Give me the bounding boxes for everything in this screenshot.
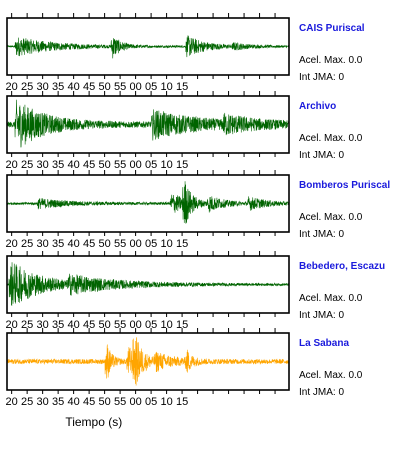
- x-tick-label: 20: [6, 396, 18, 408]
- panel-frame: [6, 17, 290, 76]
- x-tick-label: 15: [176, 81, 188, 93]
- panel-3: 20 25 30 35 40 45 50 55 00 05 10 15: [6, 251, 290, 331]
- x-tick-label: 50: [98, 396, 110, 408]
- panel-1: 20 25 30 35 40 45 50 55 00 05 10 15: [6, 91, 290, 171]
- waveform-trace: [6, 262, 290, 306]
- panel-frame: [6, 174, 290, 233]
- x-tick-label: 05: [145, 319, 157, 331]
- station-info: La Sabana Acel. Max. 0.0 Int JMA: 0: [299, 338, 409, 398]
- x-tick-label: 45: [83, 396, 95, 408]
- x-tick-label: 55: [114, 238, 126, 250]
- waveform-trace: [6, 35, 290, 59]
- x-tick-label: 20: [6, 81, 18, 93]
- x-tick-label: 55: [114, 396, 126, 408]
- x-tick-label: 35: [52, 319, 64, 331]
- waveform-trace: [6, 181, 290, 224]
- x-tick-label: 30: [37, 81, 49, 93]
- jma-intensity-label: Int JMA: 0: [299, 72, 345, 83]
- x-tick-label: 45: [83, 238, 95, 250]
- x-tick-label: 40: [68, 81, 80, 93]
- x-tick-label: 50: [98, 319, 110, 331]
- max-acceleration-label: Acel. Max. 0.0: [299, 133, 363, 144]
- waveform-trace: [6, 99, 290, 148]
- x-axis-title: Tiempo (s): [65, 415, 122, 429]
- x-tick-label: 10: [160, 238, 172, 250]
- x-tick-label: 10: [160, 81, 172, 93]
- station-name: Archivo: [299, 101, 337, 112]
- station-info: Bomberos Puriscal Acel. Max. 0.0 Int JMA: …: [299, 180, 409, 240]
- x-tick-label: 10: [160, 319, 172, 331]
- x-tick-label: 35: [52, 159, 64, 171]
- x-tick-label: 15: [176, 319, 188, 331]
- station-name: Bebedero, Escazu: [299, 261, 386, 272]
- x-tick-label: 40: [68, 159, 80, 171]
- x-tick-label: 35: [52, 396, 64, 408]
- station-name: CAIS Puriscal: [299, 23, 365, 34]
- x-tick-label: 55: [114, 81, 126, 93]
- x-tick-label: 25: [21, 81, 33, 93]
- x-tick-label: 25: [21, 159, 33, 171]
- panel-4: 20 25 30 35 40 45 50 55 00 05 10 15: [6, 328, 290, 408]
- x-tick-label: 20: [6, 238, 18, 250]
- station-info: CAIS Puriscal Acel. Max. 0.0 Int JMA: 0: [299, 23, 409, 83]
- x-tick-label: 55: [114, 319, 126, 331]
- x-tick-label: 40: [68, 319, 80, 331]
- x-tick-label: 30: [37, 319, 49, 331]
- x-tick-label: 15: [176, 396, 188, 408]
- x-tick-label: 50: [98, 81, 110, 93]
- max-acceleration-label: Acel. Max. 0.0: [299, 293, 363, 304]
- panel-frame: [6, 95, 290, 154]
- x-tick-label: 10: [160, 396, 172, 408]
- x-tick-label: 20: [6, 159, 18, 171]
- x-tick-label: 00: [129, 396, 141, 408]
- x-tick-label: 20: [6, 319, 18, 331]
- max-acceleration-label: Acel. Max. 0.0: [299, 55, 363, 66]
- panel-frame: [6, 332, 290, 391]
- x-tick-label: 50: [98, 159, 110, 171]
- max-acceleration-label: Acel. Max. 0.0: [299, 212, 363, 223]
- x-tick-label: 25: [21, 238, 33, 250]
- x-tick-label: 15: [176, 159, 188, 171]
- x-tick-label: 10: [160, 159, 172, 171]
- waveform-trace: [6, 337, 290, 386]
- jma-intensity-label: Int JMA: 0: [299, 310, 345, 321]
- station-name: La Sabana: [299, 338, 350, 349]
- station-info: Bebedero, Escazu Acel. Max. 0.0 Int JMA: 0: [299, 261, 409, 321]
- x-tick-label: 00: [129, 319, 141, 331]
- station-info: Archivo Acel. Max. 0.0 Int JMA: 0: [299, 101, 409, 161]
- x-tick-label: 45: [83, 159, 95, 171]
- x-tick-label: 35: [52, 81, 64, 93]
- panel-frame: [6, 255, 290, 314]
- x-tick-label: 40: [68, 238, 80, 250]
- x-tick-label: 05: [145, 396, 157, 408]
- x-tick-label: 05: [145, 238, 157, 250]
- x-tick-label: 50: [98, 238, 110, 250]
- x-tick-label: 05: [145, 81, 157, 93]
- x-tick-label: 25: [21, 319, 33, 331]
- x-tick-label: 00: [129, 159, 141, 171]
- panel-2: 20 25 30 35 40 45 50 55 00 05 10 15: [6, 170, 290, 250]
- x-tick-label: 00: [129, 238, 141, 250]
- jma-intensity-label: Int JMA: 0: [299, 387, 345, 398]
- x-tick-label: 15: [176, 238, 188, 250]
- x-tick-label: 45: [83, 319, 95, 331]
- x-tick-label: 30: [37, 396, 49, 408]
- x-tick-label: 30: [37, 238, 49, 250]
- jma-intensity-label: Int JMA: 0: [299, 229, 345, 240]
- x-tick-label: 45: [83, 81, 95, 93]
- x-tick-label: 30: [37, 159, 49, 171]
- station-name: Bomberos Puriscal: [299, 180, 391, 191]
- panel-0: 20 25 30 35 40 45 50 55 00 05 10 15: [6, 13, 290, 93]
- jma-intensity-label: Int JMA: 0: [299, 150, 345, 161]
- x-tick-label: 05: [145, 159, 157, 171]
- x-tick-label: 35: [52, 238, 64, 250]
- max-acceleration-label: Acel. Max. 0.0: [299, 370, 363, 381]
- x-tick-label: 55: [114, 159, 126, 171]
- x-tick-label: 25: [21, 396, 33, 408]
- x-tick-label: 40: [68, 396, 80, 408]
- x-tick-label: 00: [129, 81, 141, 93]
